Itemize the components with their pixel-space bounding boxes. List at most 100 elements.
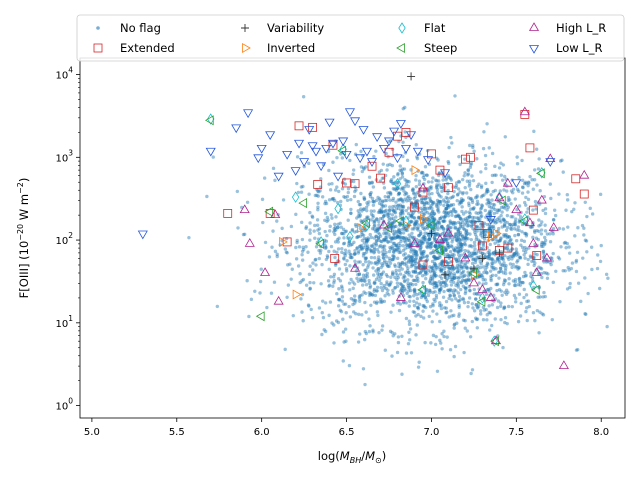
no-flag-point <box>372 221 376 225</box>
no-flag-point <box>357 272 362 276</box>
no-flag-point <box>319 282 323 286</box>
no-flag-point <box>440 224 444 229</box>
low-l-r-point <box>321 144 332 154</box>
no-flag-point <box>402 189 406 193</box>
no-flag-point <box>412 196 416 201</box>
no-flag-point <box>351 280 355 284</box>
no-flag-point <box>410 248 414 252</box>
no-flag-point <box>596 253 600 257</box>
no-flag-point <box>491 189 495 194</box>
no-flag-point <box>539 228 544 232</box>
no-flag-point <box>308 264 312 268</box>
no-flag-point <box>514 239 519 243</box>
no-flag-point <box>418 247 422 252</box>
no-flag-point <box>445 283 449 288</box>
no-flag-point <box>346 243 351 248</box>
no-flag-point <box>459 287 463 292</box>
no-flag-point <box>413 200 418 204</box>
no-flag-point <box>327 198 332 202</box>
y-tick-label: 101 <box>55 314 73 330</box>
no-flag-point <box>520 178 525 183</box>
legend-item: Flat <box>398 21 446 35</box>
no-flag-point <box>442 252 446 256</box>
no-flag-point <box>327 284 331 288</box>
no-flag-point <box>371 273 376 277</box>
low-l-r-point <box>366 158 378 167</box>
no-flag-point <box>436 219 441 223</box>
no-flag-point <box>411 270 416 274</box>
no-flag-point <box>330 197 335 201</box>
points-layer <box>137 72 610 387</box>
no-flag-point <box>408 288 413 293</box>
no-flag-point <box>468 289 472 293</box>
no-flag-point <box>416 228 420 232</box>
no-flag-point <box>399 262 403 266</box>
low-l-r-point <box>350 117 361 127</box>
no-flag-point <box>317 256 321 261</box>
no-flag-point <box>325 254 330 258</box>
no-flag-point <box>486 250 490 255</box>
y-tick-label: 102 <box>55 231 73 247</box>
no-flag-point <box>449 279 453 284</box>
no-flag-point <box>464 218 468 223</box>
no-flag-point <box>376 269 381 273</box>
extended-point <box>350 179 360 189</box>
no-flag-point <box>410 227 414 231</box>
no-flag-point <box>463 255 467 260</box>
no-flag-point <box>465 221 470 225</box>
no-flag-point <box>575 250 580 254</box>
no-flag-point <box>498 269 502 274</box>
no-flag-point <box>484 263 488 268</box>
no-flag-point <box>452 275 456 280</box>
no-flag-point <box>463 236 467 240</box>
no-flag-point <box>420 265 424 269</box>
no-flag-point <box>475 194 479 198</box>
no-flag-point <box>512 252 517 256</box>
no-flag-point <box>459 197 464 201</box>
no-flag-point <box>414 333 418 337</box>
no-flag-point <box>290 267 294 271</box>
no-flag-point <box>336 225 340 230</box>
no-flag-point <box>543 223 547 227</box>
no-flag-point <box>433 270 437 275</box>
no-flag-point <box>361 251 366 256</box>
high-l-r-point <box>528 238 539 247</box>
high-l-r-point <box>536 194 547 204</box>
no-flag-point <box>457 303 461 308</box>
no-flag-point <box>462 242 467 246</box>
no-flag-point <box>477 275 481 279</box>
no-flag-point <box>376 255 381 259</box>
no-flag-point <box>391 187 396 191</box>
no-flag-point <box>391 249 396 254</box>
no-flag-point <box>583 238 588 242</box>
no-flag-point <box>472 250 476 254</box>
no-flag-point <box>424 276 428 281</box>
no-flag-point <box>362 236 366 241</box>
no-flag-point <box>412 222 417 227</box>
no-flag-point <box>333 228 337 233</box>
no-flag-point <box>470 302 474 306</box>
no-flag-point <box>380 262 384 266</box>
no-flag-point <box>432 212 437 216</box>
no-flag-point <box>360 283 365 287</box>
high-l-r-point <box>239 204 250 214</box>
no-flag-point <box>463 243 468 247</box>
no-flag-point <box>387 264 391 269</box>
no-flag-point <box>390 207 395 212</box>
no-flag-point <box>417 216 421 220</box>
no-flag-point <box>460 278 465 282</box>
no-flag-point <box>459 271 463 276</box>
no-flag-point <box>339 225 343 229</box>
no-flag-point <box>436 205 440 209</box>
no-flag-point <box>440 263 445 268</box>
no-flag-point <box>413 222 417 227</box>
no-flag-point <box>545 276 550 281</box>
low-l-r-point <box>243 109 254 119</box>
no-flag-point <box>420 170 424 175</box>
no-flag-point <box>211 155 215 159</box>
no-flag-point <box>330 321 334 325</box>
no-flag-point <box>375 238 379 243</box>
no-flag-point <box>405 245 410 250</box>
no-flag-point <box>362 207 366 212</box>
no-flag-point <box>359 149 363 154</box>
